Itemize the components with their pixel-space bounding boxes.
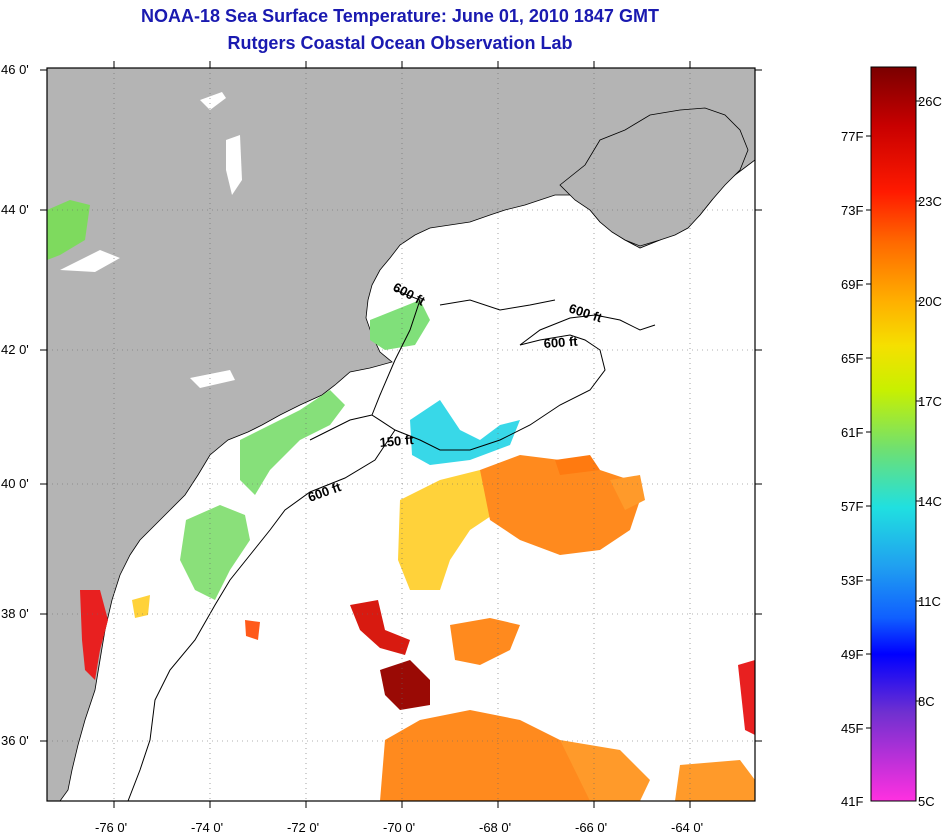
lat-label-36: 36 0' [1, 733, 29, 748]
lon-label-76: -76 0' [95, 820, 127, 835]
cb-f-53: 53F [841, 573, 863, 588]
cb-f-41: 41F [841, 794, 863, 809]
cb-f-49: 49F [841, 647, 863, 662]
cb-f-73: 73F [841, 203, 863, 218]
lat-label-46: 46 0' [1, 62, 29, 77]
cb-f-65: 65F [841, 351, 863, 366]
cb-c-5: 5C [918, 794, 935, 809]
tick-marks [40, 61, 762, 808]
land-mass [47, 68, 755, 801]
map-subtitle: Rutgers Coastal Ocean Observation Lab [227, 33, 573, 53]
bathymetry-contours [127, 289, 656, 801]
colorbar-ticks [866, 100, 921, 729]
cb-c-20: 20C [918, 294, 942, 309]
map-title: NOAA-18 Sea Surface Temperature: June 01… [141, 6, 659, 26]
colorbar [870, 66, 917, 802]
cb-f-57: 57F [841, 499, 863, 514]
cb-c-14: 14C [918, 494, 942, 509]
cb-c-17: 17C [918, 394, 942, 409]
lon-label-74: -74 0' [191, 820, 223, 835]
lat-label-38: 38 0' [1, 606, 29, 621]
contour-label-150ft: 150 ft [379, 432, 415, 450]
lon-label-70: -70 0' [383, 820, 415, 835]
lon-label-64: -64 0' [671, 820, 703, 835]
contour-label-600ft-3: 600 ft [543, 334, 579, 351]
lat-label-44: 44 0' [1, 202, 29, 217]
cb-f-77: 77F [841, 129, 863, 144]
lat-label-42: 42 0' [1, 342, 29, 357]
cb-f-61: 61F [841, 425, 863, 440]
cb-f-45: 45F [841, 721, 863, 736]
lon-label-68: -68 0' [479, 820, 511, 835]
plot-frame [46, 67, 756, 802]
cb-c-26: 26C [918, 94, 942, 109]
cb-c-23: 23C [918, 194, 942, 209]
lat-label-40: 40 0' [1, 476, 29, 491]
cb-c-8: 8C [918, 694, 935, 709]
lakes [60, 92, 242, 388]
cb-c-11: 11C [918, 594, 941, 609]
graticule [47, 68, 755, 801]
lon-label-72: -72 0' [287, 820, 319, 835]
cb-f-69: 69F [841, 277, 863, 292]
sst-patches [47, 200, 755, 801]
lon-label-66: -66 0' [575, 820, 607, 835]
